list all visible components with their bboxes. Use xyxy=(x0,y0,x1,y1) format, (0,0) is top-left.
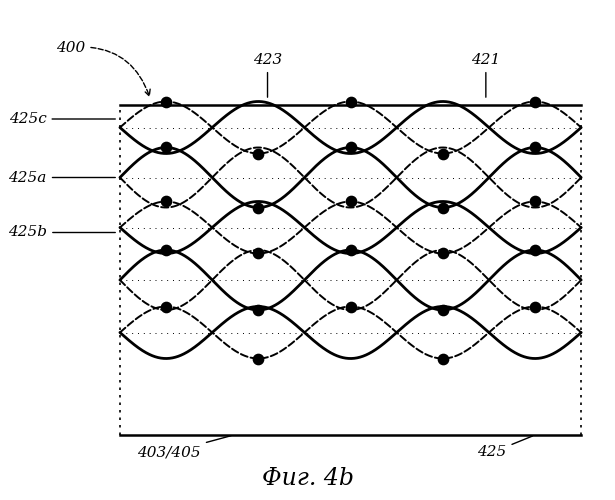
Point xyxy=(346,246,355,254)
Text: 425c: 425c xyxy=(9,112,115,126)
Point xyxy=(161,302,171,310)
Point xyxy=(253,306,263,314)
Point xyxy=(346,302,355,310)
Point xyxy=(530,198,540,205)
Point xyxy=(161,246,171,254)
Point xyxy=(438,250,448,258)
Text: 421: 421 xyxy=(471,53,501,97)
Text: 425a: 425a xyxy=(9,170,115,184)
Point xyxy=(253,250,263,258)
Point xyxy=(253,150,263,158)
Point xyxy=(438,150,448,158)
Point xyxy=(253,204,263,212)
Point xyxy=(161,144,171,152)
Point xyxy=(346,198,355,205)
Text: 425b: 425b xyxy=(8,226,115,239)
Text: 400: 400 xyxy=(56,40,150,96)
Point xyxy=(438,354,448,362)
Point xyxy=(530,144,540,152)
Text: 423: 423 xyxy=(253,53,282,97)
Text: 425: 425 xyxy=(477,436,533,460)
Point xyxy=(346,98,355,106)
Point xyxy=(530,302,540,310)
Point xyxy=(346,144,355,152)
Point xyxy=(438,306,448,314)
Text: Фиг. 4b: Фиг. 4b xyxy=(261,467,354,490)
Point xyxy=(530,98,540,106)
Point xyxy=(530,246,540,254)
Point xyxy=(161,198,171,205)
Point xyxy=(438,204,448,212)
Point xyxy=(161,98,171,106)
Text: 403/405: 403/405 xyxy=(137,436,231,460)
Point xyxy=(253,354,263,362)
